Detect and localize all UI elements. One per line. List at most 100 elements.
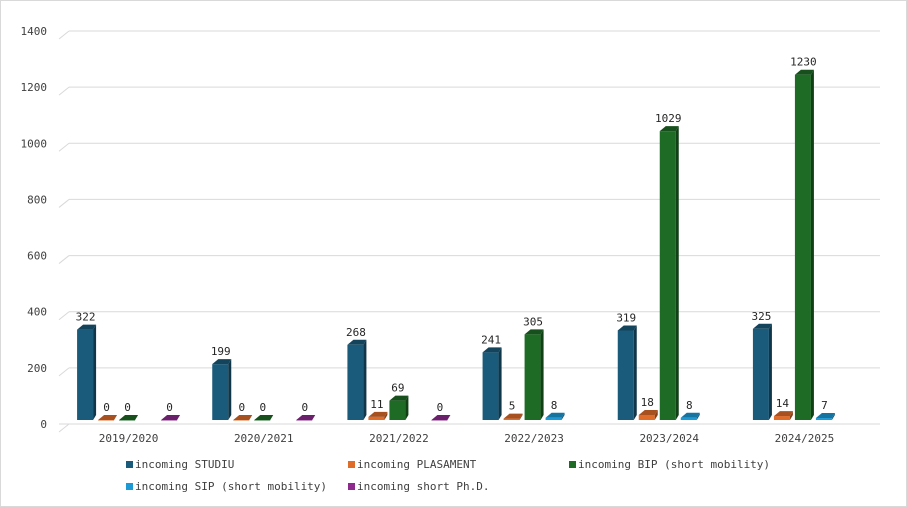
bar [617,330,634,420]
data-label: 325 [751,310,771,323]
gridline-depth [58,86,70,96]
bar-top [296,415,316,420]
gridline-depth [58,423,70,433]
bar-top [617,325,637,331]
bar-top [638,409,658,415]
data-label: 18 [641,396,654,409]
y-tick-label: 1400 [21,25,48,38]
bar-top [389,395,409,401]
data-label: 0 [238,401,245,414]
x-tick-label: 2021/2022 [369,432,429,445]
bar-top [161,415,181,420]
bar-side [696,412,700,420]
data-label: 1029 [655,112,682,125]
bar [212,364,229,420]
bar-top [773,411,793,417]
bar-top [254,415,274,420]
bar [296,420,313,421]
data-label: 268 [346,326,366,339]
bar-top [482,347,502,353]
data-label: 8 [551,399,558,412]
bar [752,328,769,420]
bar [389,400,406,420]
bar-top [347,339,367,345]
bar [815,418,832,420]
legend-label: incoming PLASAMENT [357,458,477,471]
bar-top [815,413,835,419]
data-label: 69 [391,382,404,395]
bar [503,418,520,420]
bar-top [752,323,772,329]
data-label: 322 [76,311,96,324]
y-tick-label: 600 [27,250,47,263]
x-tick-label: 2024/2025 [775,432,835,445]
data-label: 14 [776,397,790,410]
legend-label: incoming STUDIU [135,458,234,471]
data-label: 199 [211,345,231,358]
y-tick-label: 200 [27,362,47,375]
x-tick-label: 2023/2024 [639,432,699,445]
data-label: 305 [523,315,543,328]
bar [545,417,562,420]
legend-swatch [348,461,355,468]
x-tick-label: 2020/2021 [234,432,294,445]
x-tick-label: 2022/2023 [504,432,564,445]
bar-side [831,413,835,420]
bar [119,420,136,421]
bar [254,420,271,421]
bar-side [561,412,565,420]
bar-side [363,339,367,420]
data-label: 319 [616,311,636,324]
bar [431,420,448,421]
y-tick-label: 1000 [21,137,48,150]
legend-swatch [126,483,133,490]
bar-top [368,411,388,417]
bar [347,344,364,420]
bar-side [633,325,637,420]
y-tick-label: 800 [27,193,47,206]
data-label: 0 [124,401,131,414]
bar-side [789,411,793,420]
bar [659,131,676,420]
bar-side [384,411,388,420]
bar [368,416,385,420]
x-tick-label: 2019/2020 [99,432,159,445]
data-label: 0 [301,401,308,414]
legend-swatch [569,461,576,468]
bar-side [654,409,658,420]
data-label: 0 [259,401,266,414]
gridline-depth [58,255,70,264]
data-label: 241 [481,333,501,346]
bar [77,329,94,420]
y-tick-label: 1200 [21,81,48,94]
bar-top [233,415,253,420]
bar-side [405,395,409,420]
bar-side [675,126,679,421]
bar-side [498,347,502,420]
bar-top [212,359,232,365]
bar-side [228,359,232,420]
bar-top [431,415,451,420]
gridline-depth [58,30,70,40]
data-label: 8 [686,399,693,412]
bar-top [503,413,523,419]
bar-top [98,415,118,420]
bar-top [680,412,700,418]
bar [482,352,499,420]
bar-side [768,323,772,420]
gridline-depth [58,142,70,152]
bar-top [524,329,544,335]
data-label: 0 [437,401,444,414]
y-tick-label: 0 [40,418,47,431]
bar-top [77,324,97,330]
legend-label: incoming BIP (short mobility) [578,458,770,471]
bar-top [659,126,679,132]
data-label: 5 [509,400,516,413]
legend-label: incoming SIP (short mobility) [135,480,327,493]
bar-side [810,69,814,420]
bar [98,420,115,421]
bar [638,414,655,420]
legend-swatch [348,483,355,490]
